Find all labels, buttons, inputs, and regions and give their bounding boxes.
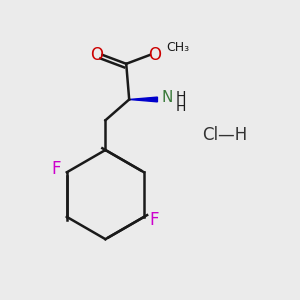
Text: F: F xyxy=(150,211,159,229)
Text: N: N xyxy=(162,91,173,106)
Text: O: O xyxy=(148,46,161,64)
Text: H: H xyxy=(175,100,186,114)
Text: CH₃: CH₃ xyxy=(166,41,190,54)
Text: O: O xyxy=(90,46,103,64)
Polygon shape xyxy=(129,97,158,102)
Text: H: H xyxy=(175,89,186,103)
Text: F: F xyxy=(52,160,61,178)
Text: Cl—H: Cl—H xyxy=(202,126,247,144)
